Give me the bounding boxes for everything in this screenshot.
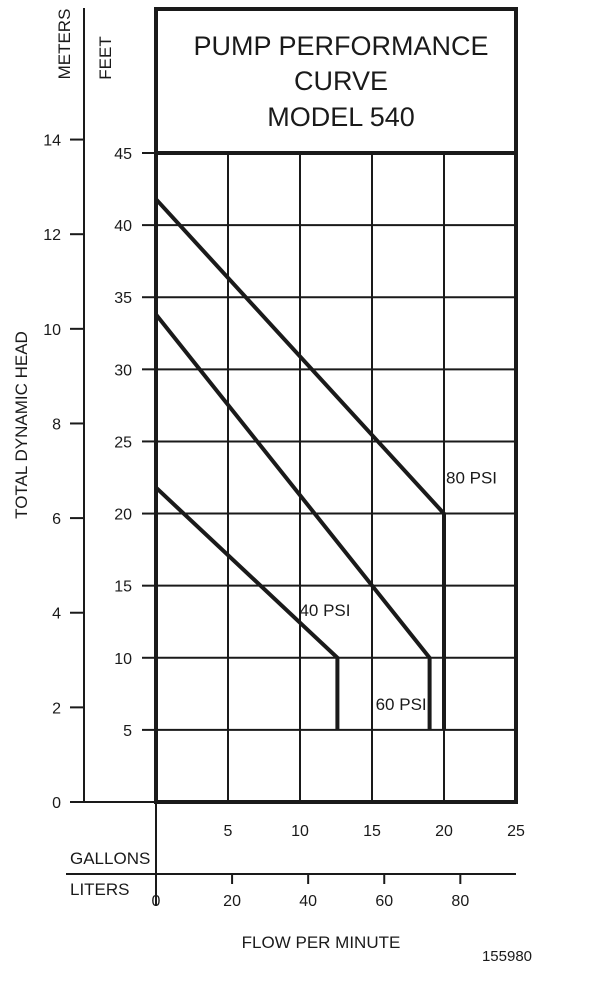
frame — [66, 7, 518, 905]
feet-tick-label-5: 5 — [123, 723, 132, 740]
series-label-60-psi: 60 PSI — [376, 695, 427, 714]
meters-tick-label-8: 8 — [52, 416, 61, 433]
meters-tick-label-6: 6 — [52, 511, 61, 528]
meters-tick-label-12: 12 — [43, 227, 61, 244]
gallons-tick-label-15: 15 — [363, 823, 381, 840]
x-axis-title: FLOW PER MINUTE — [242, 933, 401, 952]
x-unit-gallons: GALLONS — [70, 849, 150, 868]
chart-title-line-3: MODEL 540 — [267, 102, 415, 132]
y-unit-feet: FEET — [96, 36, 115, 79]
y-axis-title: TOTAL DYNAMIC HEAD — [12, 331, 31, 519]
series-line-60-psi — [154, 313, 432, 730]
series-label-80-psi: 80 PSI — [446, 469, 497, 488]
chart-title-line-2: CURVE — [294, 66, 388, 96]
x-unit-liters: LITERS — [70, 880, 130, 899]
y-unit-meters: METERS — [55, 9, 74, 80]
liters-tick-label-60: 60 — [375, 893, 393, 910]
meters-tick-label-2: 2 — [52, 700, 61, 717]
chart-border — [154, 7, 518, 804]
feet-tick-label-40: 40 — [114, 218, 132, 235]
meters-tick-label-14: 14 — [43, 133, 61, 150]
gallons-tick-label-25: 25 — [507, 823, 525, 840]
liters-tick-label-40: 40 — [299, 893, 317, 910]
gallons-tick-label-20: 20 — [435, 823, 453, 840]
feet-tick-label-35: 35 — [114, 290, 132, 307]
ticks: 5 10 15 20 25 30 35 40 45 0 2 4 6 8 10 12 14 5 10 15 20 25 0 20… — [43, 133, 525, 910]
gallons-tick-label-5: 5 — [224, 823, 233, 840]
feet-tick-label-20: 20 — [114, 507, 132, 524]
gallons-tick-label-10: 10 — [291, 823, 309, 840]
liters-tick-label-80: 80 — [451, 893, 469, 910]
feet-tick-label-25: 25 — [114, 434, 132, 451]
series-line-80-psi — [154, 197, 446, 730]
series-lines: 80 PSI 60 PSI 40 PSI — [154, 197, 497, 730]
feet-tick-label-30: 30 — [114, 362, 132, 379]
meters-tick-label-10: 10 — [43, 322, 61, 339]
figure-id: 155980 — [482, 948, 532, 965]
liters-tick-label-0: 0 — [152, 893, 161, 910]
meters-tick-label-4: 4 — [52, 606, 61, 623]
feet-tick-label-45: 45 — [114, 146, 132, 163]
feet-tick-label-10: 10 — [114, 651, 132, 668]
series-line-40-psi — [154, 486, 340, 730]
chart-title-line-1: PUMP PERFORMANCE — [193, 31, 488, 61]
series-label-40-psi: 40 PSI — [299, 601, 350, 620]
liters-tick-label-20: 20 — [223, 893, 241, 910]
feet-tick-label-15: 15 — [114, 579, 132, 596]
meters-tick-label-0: 0 — [52, 795, 61, 812]
